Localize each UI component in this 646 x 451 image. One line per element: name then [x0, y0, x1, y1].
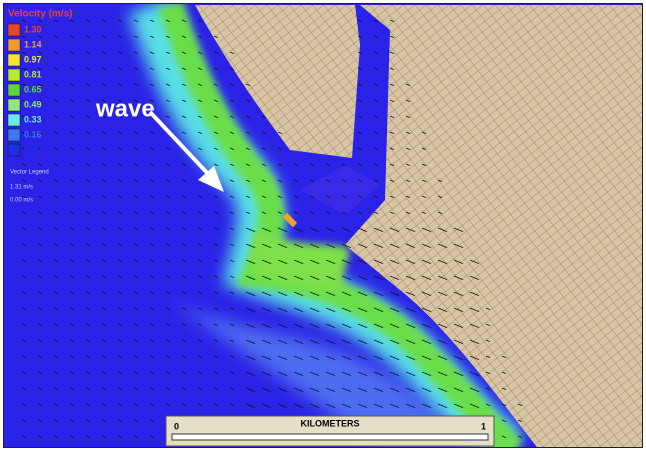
legend-label: 0.00 — [24, 144, 42, 154]
legend-swatch — [8, 144, 20, 156]
legend-swatch — [8, 24, 20, 36]
legend-swatch — [8, 39, 20, 51]
legend-label: 0.81 — [24, 69, 42, 79]
wave-label: wave — [95, 95, 155, 122]
legend-label: 0.97 — [24, 54, 42, 64]
legend-swatch — [8, 99, 20, 111]
legend-label: 0.65 — [24, 84, 42, 94]
legend-swatch — [8, 84, 20, 96]
legend-label: 0.16 — [24, 129, 42, 139]
velocity-map: wave Velocity (m/s) 1.30 1.14 0.97 0.81 0.65… — [0, 0, 646, 451]
legend-label: 1.30 — [24, 24, 42, 34]
legend-swatch — [8, 54, 20, 66]
map-body: wave Velocity (m/s) 1.30 1.14 0.97 0.81 0.65… — [0, 0, 646, 451]
legend-label: 0.33 — [24, 114, 42, 124]
scale-bar-end: 1 — [481, 421, 486, 431]
legend-title: Velocity (m/s) — [8, 9, 72, 20]
vector-legend-title: Vector Legend — [10, 170, 49, 176]
legend-swatch — [8, 114, 20, 126]
legend-label: 0.49 — [24, 99, 42, 109]
scale-bar-start: 0 — [174, 421, 179, 431]
vector-legend-max: 1.31 m/s — [10, 185, 33, 191]
vector-legend-min: 0.00 m/s — [10, 198, 33, 204]
scale-bar-rule — [172, 434, 488, 440]
scale-bar: KILOMETERS 0 1 — [166, 416, 494, 446]
legend-swatch — [8, 129, 20, 141]
scale-bar-title: KILOMETERS — [300, 418, 359, 428]
page: wave Velocity (m/s) 1.30 1.14 0.97 0.81 0.65… — [0, 0, 646, 451]
legend-swatch — [8, 69, 20, 81]
legend-label: 1.14 — [24, 39, 42, 49]
